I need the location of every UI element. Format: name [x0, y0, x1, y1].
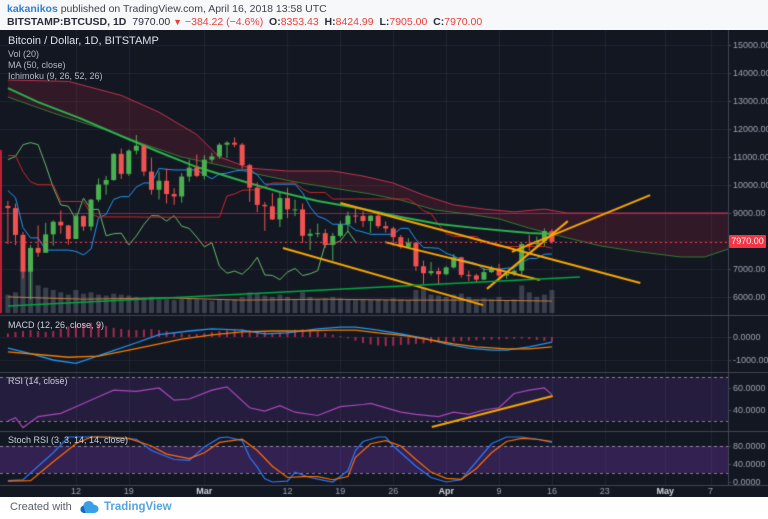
high-label: H: [324, 16, 336, 28]
footer: Created with TradingView [0, 497, 768, 519]
close-label: C: [433, 16, 445, 28]
publish-text: published on TradingView.com, April 16, … [57, 3, 327, 15]
tradingview-logo-icon [80, 500, 99, 519]
low-label: L: [379, 16, 390, 28]
author-link[interactable]: kakanikos [7, 3, 58, 15]
price-change: −384.22 (−4.6%) [184, 16, 264, 28]
open-label: O: [269, 16, 281, 28]
chart-area: Bitcoin / Dollar, 1D, BITSTAMP Vol (20) … [0, 30, 768, 497]
publish-line: kakanikos published on TradingView.com, … [7, 3, 327, 15]
high-value: 8424.99 [335, 16, 374, 28]
down-arrow-icon: ▼ [173, 17, 183, 27]
tradingview-link[interactable]: TradingView [104, 501, 172, 513]
symbol-line: BITSTAMP:BTCUSD, 1D 7970.00 ▼ −384.22 (−… [7, 16, 482, 28]
header: kakanikos published on TradingView.com, … [0, 0, 768, 30]
last-price: 7970.00 [132, 16, 171, 28]
symbol-name: BITSTAMP:BTCUSD, 1D [7, 16, 127, 28]
open-value: 8353.43 [280, 16, 319, 28]
created-with-text: Created with [10, 501, 72, 513]
close-value: 7970.00 [444, 16, 483, 28]
low-value: 7905.00 [389, 16, 428, 28]
chart-canvas[interactable] [0, 30, 768, 497]
last-price-tag: 7970.00 [729, 235, 766, 248]
